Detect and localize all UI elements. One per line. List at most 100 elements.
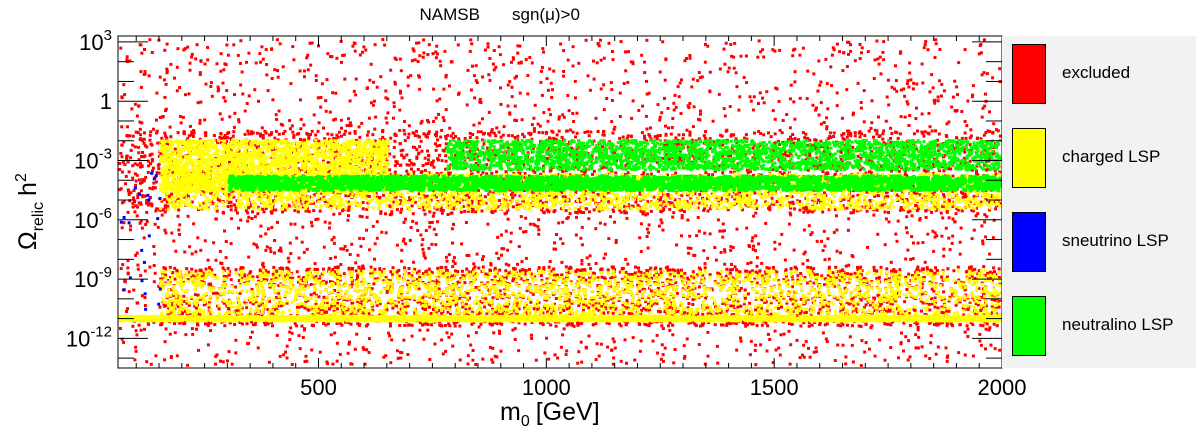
scatter-point — [780, 305, 783, 309]
scatter-point — [947, 236, 951, 240]
scatter-point — [884, 278, 888, 282]
scatter-point — [530, 61, 534, 65]
scatter-point — [542, 111, 546, 115]
scatter-point — [230, 362, 234, 366]
scatter-point — [723, 250, 727, 254]
scatter-point — [862, 89, 866, 93]
scatter-point — [444, 137, 448, 141]
scatter-point — [273, 251, 276, 255]
scatter-point — [709, 146, 712, 150]
scatter-point — [428, 225, 432, 229]
scatter-point — [421, 247, 425, 251]
scatter-point — [723, 248, 727, 252]
scatter-point — [580, 321, 584, 325]
scatter-point — [717, 92, 721, 96]
scatter-point — [656, 351, 660, 355]
scatter-point — [683, 272, 687, 275]
scatter-point — [388, 334, 392, 338]
scatter-point — [418, 54, 422, 58]
scatter-point — [859, 101, 863, 104]
scatter-point — [410, 167, 413, 171]
scatter-point — [562, 115, 566, 119]
scatter-point — [567, 322, 571, 326]
scatter-point — [838, 278, 842, 282]
scatter-point — [889, 260, 893, 264]
scatter-point — [427, 246, 431, 250]
scatter-point — [690, 288, 694, 292]
scatter-point — [859, 278, 863, 282]
scatter-point — [384, 354, 388, 358]
scatter-point — [859, 106, 863, 110]
scatter-point — [546, 119, 550, 123]
scatter-point — [835, 104, 839, 108]
scatter-point — [691, 125, 695, 129]
scatter-point — [702, 134, 706, 138]
scatter-point — [228, 321, 232, 325]
scatter-point — [435, 52, 439, 56]
scatter-point — [411, 212, 415, 216]
scatter-point — [723, 62, 727, 66]
scatter-point — [916, 346, 920, 350]
scatter-point — [553, 241, 556, 245]
scatter-point — [194, 269, 198, 273]
scatter-point — [178, 86, 182, 90]
scatter-point — [236, 211, 239, 215]
scatter-point — [275, 38, 279, 42]
scatter-point — [771, 361, 775, 365]
scatter-point — [603, 222, 607, 226]
scatter-point — [908, 355, 912, 359]
scatter-point — [929, 341, 933, 345]
scatter-point — [940, 275, 944, 279]
scatter-point — [120, 337, 124, 341]
scatter-point — [716, 361, 720, 365]
scatter-point — [362, 347, 366, 351]
scatter-point — [331, 91, 335, 95]
scatter-point — [284, 350, 287, 354]
scatter-point — [342, 272, 346, 276]
scatter-point — [491, 346, 495, 350]
scatter-point — [379, 75, 383, 79]
scatter-point — [847, 263, 851, 267]
scatter-point — [314, 74, 318, 78]
scatter-point — [573, 79, 577, 83]
scatter-point — [574, 233, 578, 237]
scatter-point — [975, 206, 978, 210]
scatter-point — [818, 323, 822, 327]
scatter-point — [659, 218, 663, 222]
scatter-point — [981, 295, 985, 299]
scatter-point — [447, 253, 451, 257]
scatter-point — [317, 295, 321, 299]
scatter-point — [850, 324, 854, 328]
scatter-point — [778, 48, 782, 52]
scatter-point — [404, 217, 407, 221]
scatter-point — [963, 353, 967, 357]
scatter-point — [520, 260, 524, 264]
scatter-point — [363, 362, 367, 366]
scatter-point — [277, 132, 281, 136]
scatter-point — [255, 245, 259, 249]
scatter-point — [825, 340, 829, 344]
scatter-point — [298, 347, 302, 351]
scatter-point — [190, 267, 194, 271]
scatter-point — [804, 340, 808, 344]
scatter-point — [906, 358, 910, 362]
scatter-point — [953, 79, 957, 83]
scatter-point — [233, 323, 237, 326]
scatter-point — [798, 356, 802, 360]
scatter-point — [215, 62, 219, 66]
scatter-point — [187, 92, 191, 96]
scatter-point — [856, 81, 860, 85]
scatter-point — [342, 312, 346, 315]
scatter-point — [908, 114, 912, 117]
scatter-point — [494, 134, 498, 138]
scatter-point — [802, 343, 806, 347]
scatter-point — [789, 267, 793, 270]
scatter-point — [121, 263, 125, 267]
scatter-point — [435, 220, 439, 224]
scatter-point — [602, 83, 606, 87]
scatter-point — [680, 214, 684, 218]
scatter-point — [275, 333, 279, 337]
scatter-point — [729, 42, 733, 46]
scatter-point — [383, 138, 387, 142]
scatter-point — [468, 49, 472, 53]
